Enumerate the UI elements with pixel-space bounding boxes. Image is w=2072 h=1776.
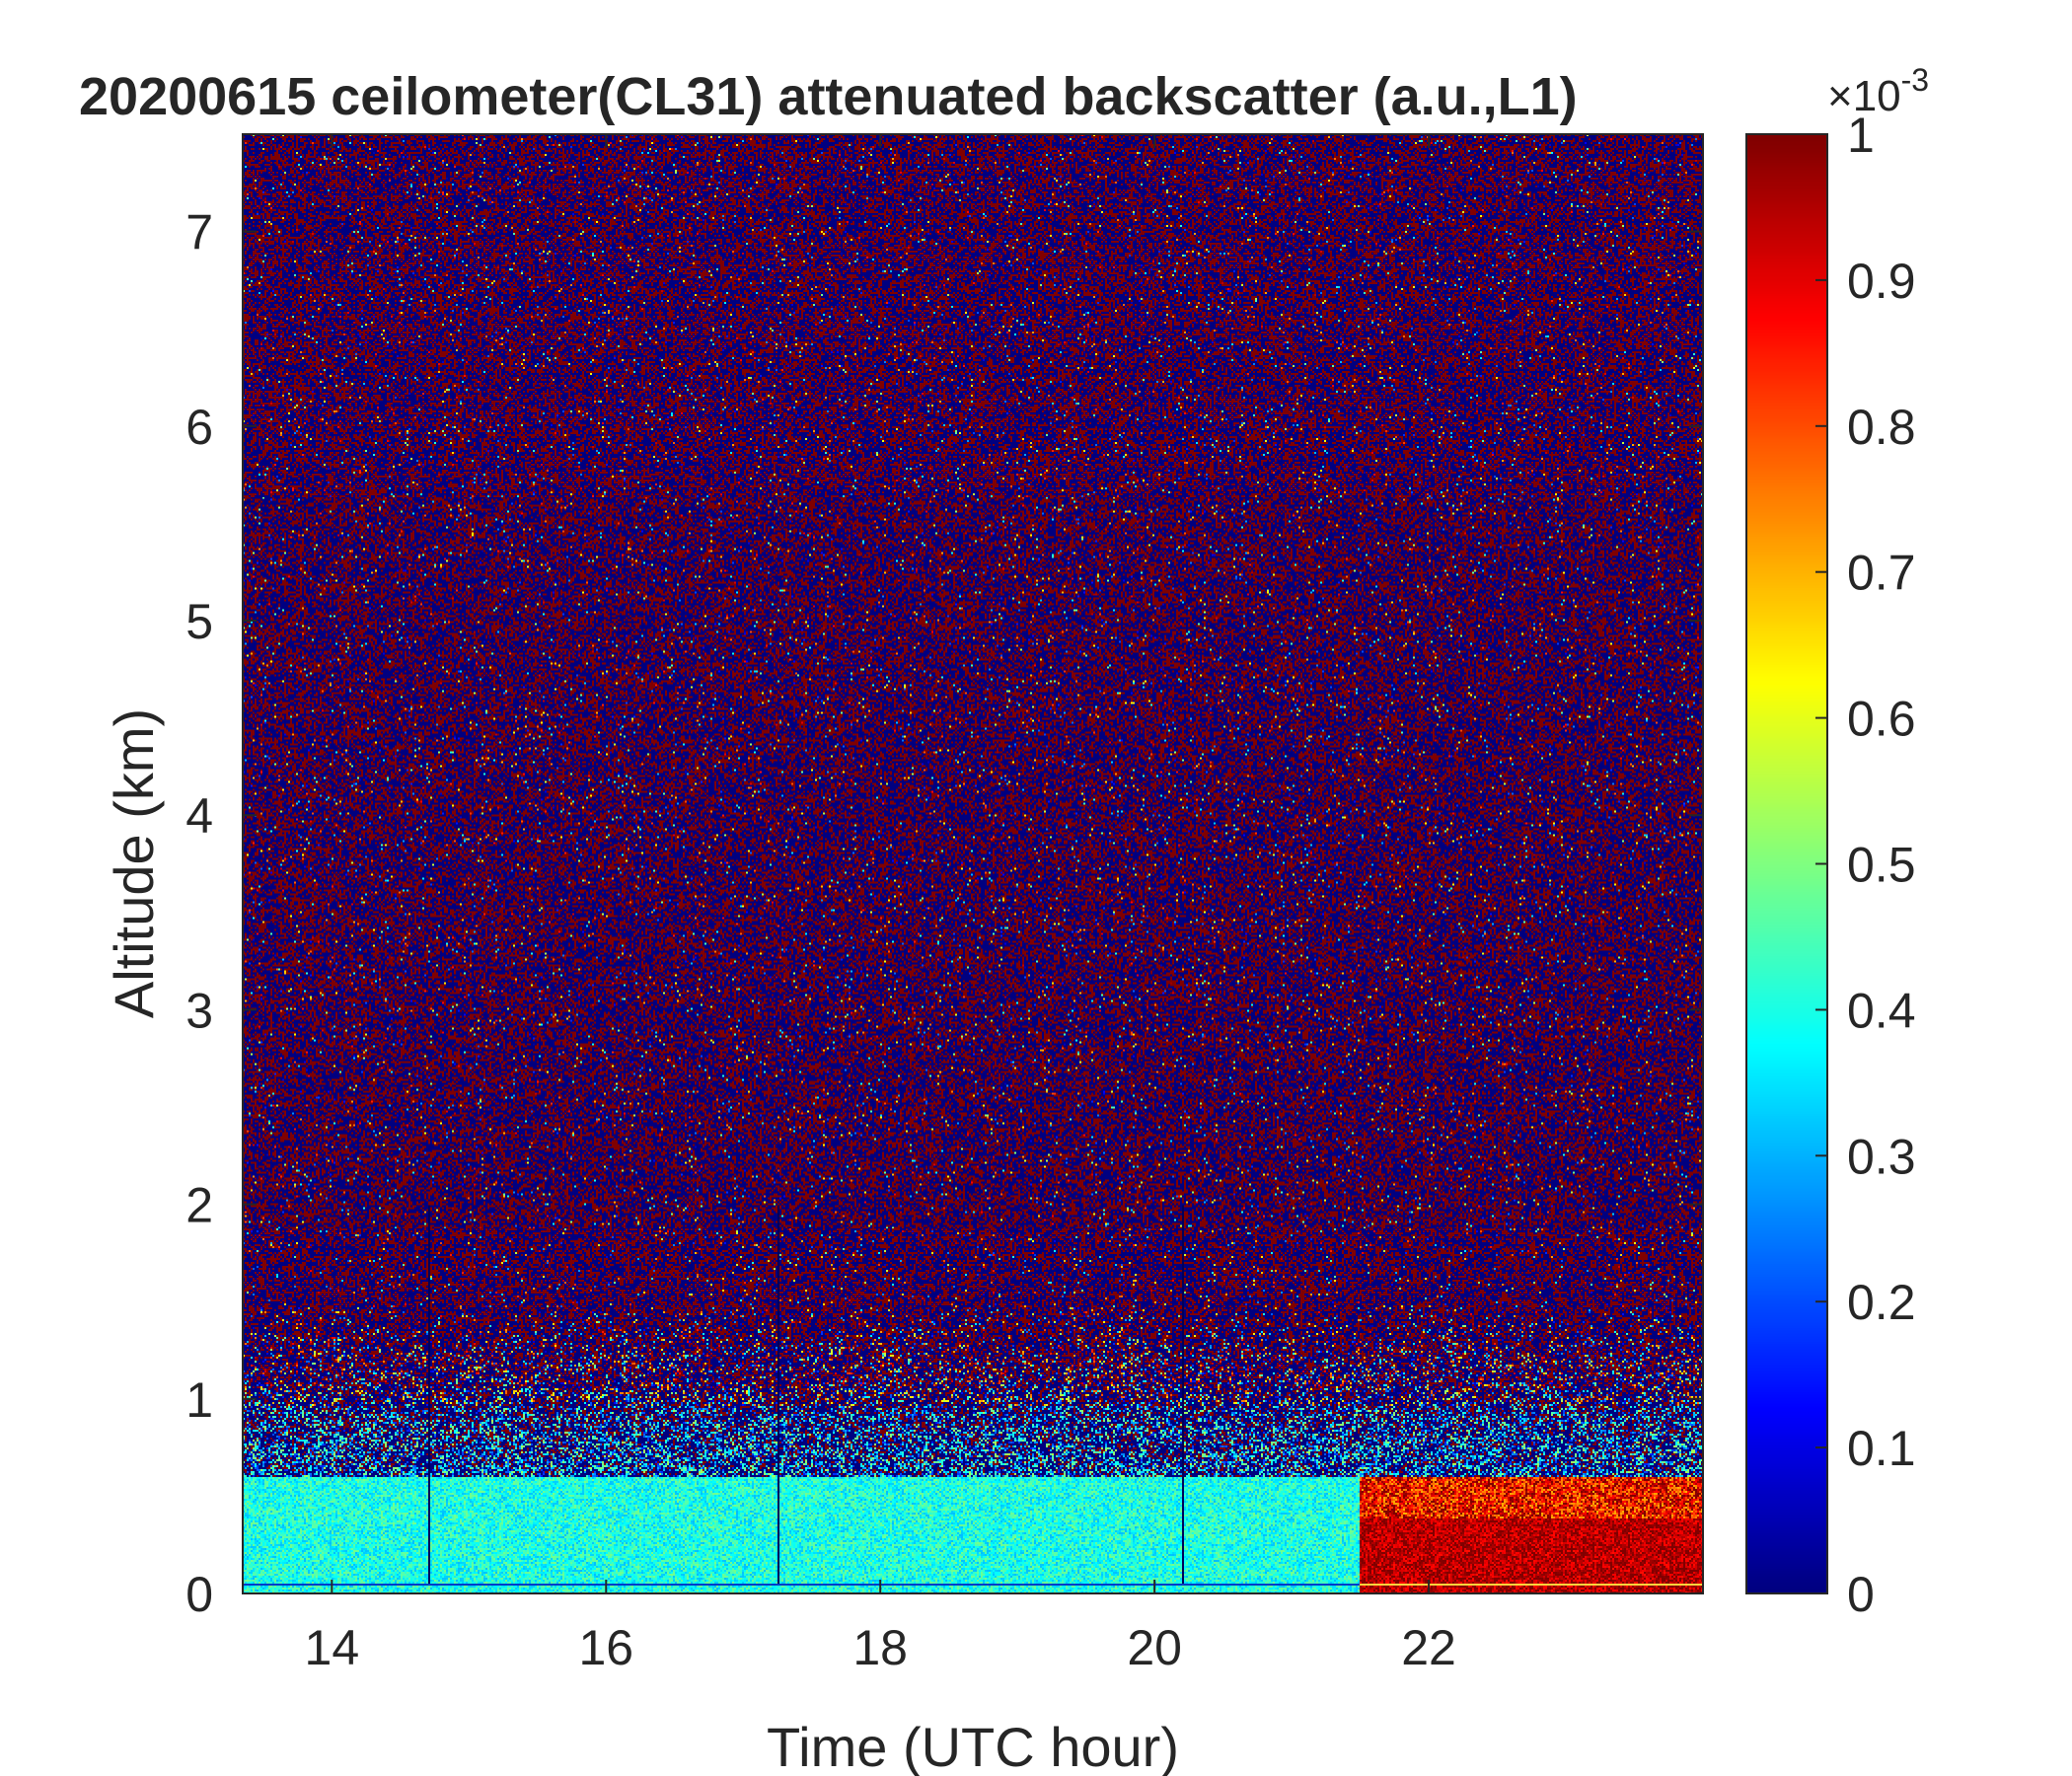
colorbar-gradient [1746,134,1827,1593]
colorbar-tick-label: 0.6 [1847,692,1916,747]
y-tick-label: 4 [185,788,213,844]
y-axis-label: Altitude (km) [103,708,165,1018]
colorbar-tick-label: 0.3 [1847,1129,1916,1184]
y-tick-label: 1 [185,1372,213,1428]
x-tick-label: 16 [578,1620,633,1675]
x-axis-label: Time (UTC hour) [767,1716,1179,1776]
colorbar-tick-label: 0.2 [1847,1275,1916,1330]
colorbar-tick-label: 0 [1847,1567,1875,1622]
y-tick-label: 5 [185,594,213,649]
chart-title: 20200615 ceilometer(CL31) attenuated bac… [79,67,1578,126]
colorbar-tick-label: 1 [1847,108,1875,163]
colorbar-frame [1745,133,1828,1594]
colorbar-tick-label: 0.4 [1847,983,1916,1038]
y-tick-label: 7 [185,205,213,260]
colorbar-tick-label: 0.1 [1847,1421,1916,1476]
y-tick-label: 0 [185,1567,213,1622]
x-tick-label: 18 [852,1620,908,1675]
heatmap-image [243,134,1703,1593]
y-tick-label: 6 [185,400,213,455]
colorbar-tick-label: 0.8 [1847,400,1916,455]
y-tick-label: 2 [185,1178,213,1233]
colorbar-tick-label: 0.7 [1847,546,1916,601]
colorbar-ticks: 0 0.1 0.2 0.3 0.4 0.5 0.6 0.7 0.8 0.9 1 [1815,108,1916,1622]
colorbar-tick-label: 0.9 [1847,254,1916,309]
x-tick-label: 14 [305,1620,360,1675]
colorbar-exponent-label: ×10-3 [1827,62,1929,120]
x-axis-ticks: 14 16 18 20 22 [305,134,1456,1675]
x-tick-label: 20 [1127,1620,1182,1675]
colorbar-tick-label: 0.5 [1847,838,1916,893]
x-tick-label: 22 [1401,1620,1456,1675]
plot-frame [242,133,1704,1594]
y-axis-ticks: 0 1 2 3 4 5 6 7 [185,205,1703,1622]
y-tick-label: 3 [185,983,213,1038]
